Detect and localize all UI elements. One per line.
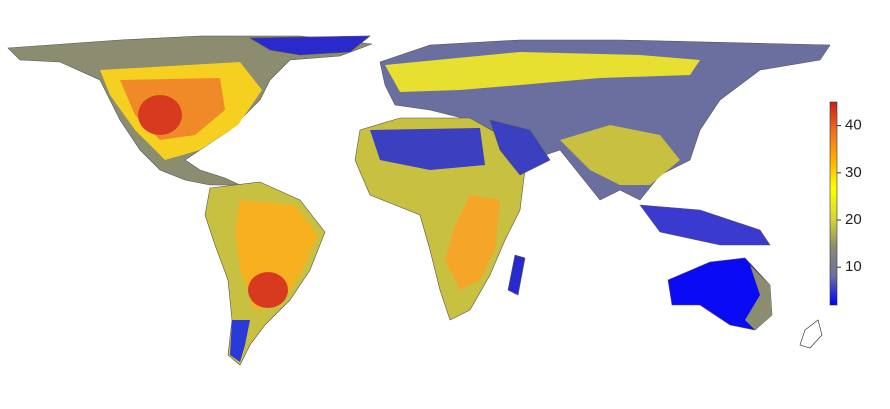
colorbar: 10 20 30 40 — [829, 101, 862, 306]
colorbar-scale — [829, 101, 838, 306]
north-america-hotspot — [138, 95, 182, 135]
landmasses — [7, 35, 831, 366]
australia-east — [745, 265, 772, 330]
indonesia — [639, 204, 771, 246]
colorbar-tick-label: 40 — [845, 117, 862, 134]
south-asia — [560, 125, 680, 185]
south-america-hotspot — [248, 272, 288, 308]
colorbar-tick-label: 30 — [845, 164, 862, 181]
greenland — [248, 35, 371, 56]
madagascar — [507, 254, 526, 296]
east-africa-warm — [445, 195, 500, 290]
colorbar-tick-label: 10 — [845, 258, 862, 275]
europe-band — [385, 52, 700, 92]
new-zealand — [799, 319, 823, 349]
patagonia — [230, 320, 250, 362]
sahara — [370, 128, 485, 170]
arabia — [489, 119, 551, 176]
colorbar-tick-label: 20 — [845, 211, 862, 228]
